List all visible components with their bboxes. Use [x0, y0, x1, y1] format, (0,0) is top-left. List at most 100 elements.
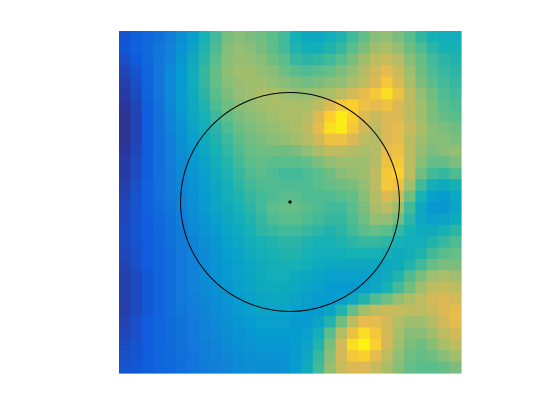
heatmap-cell — [358, 361, 371, 374]
heatmap-cell — [233, 338, 245, 351]
heatmap-cell — [176, 236, 188, 249]
heatmap-cell — [130, 88, 143, 100]
heatmap-cell — [278, 224, 291, 237]
heatmap-cell — [415, 281, 428, 294]
heatmap-cell — [221, 213, 234, 226]
heatmap-cell — [233, 236, 245, 249]
heatmap-cell — [198, 156, 211, 169]
heatmap-cell — [438, 31, 451, 43]
heatmap-cell — [233, 133, 245, 146]
heatmap-cell — [233, 76, 245, 89]
heatmap-cell — [141, 99, 154, 112]
heatmap-cell — [404, 361, 416, 374]
heatmap-cell — [290, 53, 302, 66]
heatmap-cell — [347, 133, 359, 146]
heatmap-cell — [381, 338, 394, 351]
heatmap-cell — [187, 133, 200, 146]
heatmap-cell — [404, 156, 416, 169]
heatmap-cell — [187, 122, 200, 135]
heatmap-cell — [301, 53, 314, 66]
heatmap-cell — [324, 133, 337, 146]
heatmap-cell — [153, 293, 166, 306]
heatmap-cell — [392, 350, 405, 363]
heatmap-cell — [153, 65, 166, 78]
heatmap-cell — [324, 65, 337, 78]
heatmap-cell — [119, 99, 131, 112]
heatmap-cell — [426, 202, 439, 214]
heatmap-cell — [301, 190, 314, 203]
heatmap-cell — [176, 99, 188, 112]
heatmap-cell — [381, 156, 394, 169]
heatmap-cell — [278, 65, 291, 78]
heatmap-cell — [404, 76, 416, 89]
heatmap-cell — [130, 202, 143, 214]
heatmap-cell — [210, 179, 223, 192]
heatmap-cell — [119, 213, 131, 226]
heatmap-cell — [198, 247, 211, 260]
heatmap-cell — [290, 293, 302, 306]
heatmap-cell — [415, 350, 428, 363]
heatmap-cell — [301, 42, 314, 55]
heatmap-cell — [153, 304, 166, 317]
heatmap-cell — [130, 190, 143, 203]
heatmap-cell — [141, 179, 154, 192]
heatmap-cell — [119, 304, 131, 317]
heatmap-cell — [198, 281, 211, 294]
heatmap-cell — [244, 202, 257, 214]
heatmap-cell — [347, 190, 359, 203]
heatmap-cell — [210, 350, 223, 363]
heatmap-cell — [347, 338, 359, 351]
heatmap-cell — [381, 270, 394, 283]
heatmap-cell — [426, 304, 439, 317]
heatmap-cell — [221, 133, 234, 146]
heatmap-cell — [153, 179, 166, 192]
heatmap-cell — [404, 190, 416, 203]
heatmap-cell — [198, 145, 211, 157]
heatmap-cell — [153, 350, 166, 363]
heatmap-cell — [198, 65, 211, 78]
heatmap-cell — [198, 31, 211, 43]
heatmap-cell — [426, 350, 439, 363]
heatmap-cell — [358, 247, 371, 260]
heatmap-cell — [404, 224, 416, 237]
heatmap-cell — [153, 133, 166, 146]
heatmap-cell — [312, 281, 325, 294]
heatmap-cell — [404, 53, 416, 66]
heatmap-cell — [449, 88, 462, 100]
heatmap-cell — [267, 53, 280, 66]
heatmap-cell — [278, 202, 291, 214]
heatmap-cell — [392, 190, 405, 203]
heatmap-cell — [404, 247, 416, 260]
heatmap-cell — [415, 327, 428, 340]
heatmap-cell — [255, 293, 268, 306]
heatmap-cell — [255, 361, 268, 374]
heatmap-cell — [267, 167, 280, 180]
heatmap-cell — [187, 76, 200, 89]
heatmap-cell — [392, 110, 405, 123]
heatmap-cell — [369, 76, 382, 89]
heatmap-cell — [164, 316, 177, 328]
heatmap-cell — [233, 65, 245, 78]
heatmap-cell — [221, 145, 234, 157]
heatmap-cell — [267, 42, 280, 55]
heatmap-cell — [244, 304, 257, 317]
heatmap-cell — [255, 202, 268, 214]
heatmap-cell — [141, 247, 154, 260]
heatmap-cell — [381, 259, 394, 271]
heatmap-cell — [347, 259, 359, 271]
heatmap-cell — [278, 338, 291, 351]
heatmap-cell — [369, 42, 382, 55]
heatmap-cell — [438, 236, 451, 249]
heatmap-cell — [255, 76, 268, 89]
heatmap-cell — [324, 53, 337, 66]
heatmap-cell — [347, 65, 359, 78]
heatmap-cell — [438, 224, 451, 237]
heatmap-cell — [312, 145, 325, 157]
heatmap-cell — [255, 190, 268, 203]
heatmap-cell — [347, 53, 359, 66]
heatmap-cell — [438, 167, 451, 180]
heatmap-cell — [244, 99, 257, 112]
heatmap-cell — [244, 76, 257, 89]
heatmap-cell — [267, 145, 280, 157]
heatmap-cell — [369, 293, 382, 306]
